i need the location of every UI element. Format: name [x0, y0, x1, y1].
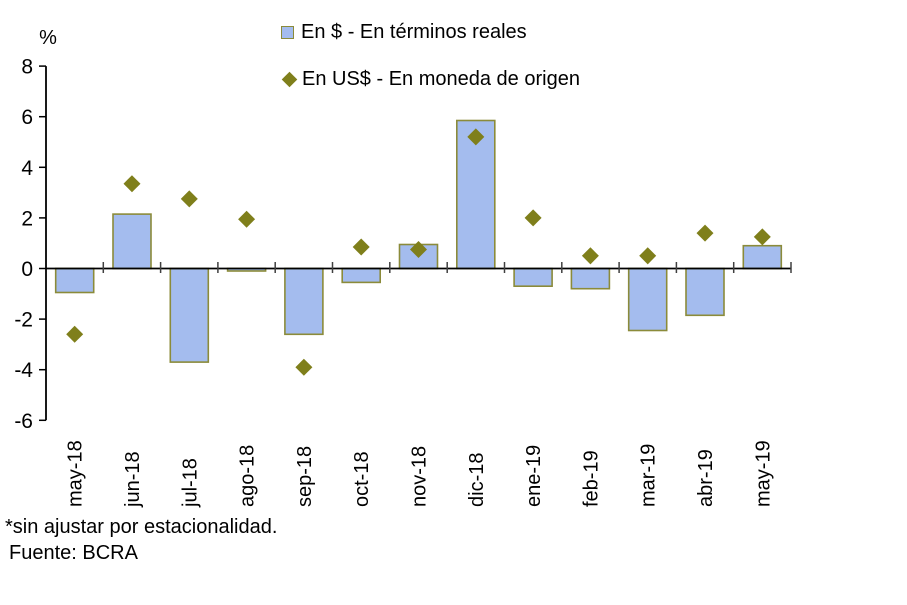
x-tick-label-abr-19: abr-19: [695, 449, 717, 507]
bar-jun-18: [112, 213, 152, 270]
chart-legend: En $ - En términos reales En US$ - En mo…: [281, 20, 580, 114]
diamond-jul-18: [180, 190, 198, 208]
x-tick-label-feb-19: feb-19: [580, 450, 602, 507]
bar-oct-18: [341, 267, 382, 284]
y-tick-label: 8: [21, 56, 33, 79]
y-tick-label: -6: [14, 410, 33, 433]
diamond-sep-18: [295, 358, 313, 376]
x-tick-label-jul-18: jul-18: [179, 458, 201, 508]
bar-series-marker-icon: [281, 26, 294, 39]
x-tick-label-mar-19: mar-19: [638, 444, 660, 507]
diamond-mar-19: [639, 247, 657, 265]
y-tick-label: 0: [21, 258, 33, 281]
bar-ene-19: [513, 267, 553, 288]
y-tick-label: 6: [21, 106, 33, 129]
diamond-oct-18: [352, 238, 370, 256]
diamond-dic-18: [467, 128, 485, 146]
y-tick-label: -4: [14, 359, 33, 382]
footnote-source: Fuente: BCRA: [9, 542, 138, 564]
legend-item-diamonds: En US$ - En moneda de origen: [281, 67, 580, 92]
bar-mar-19: [627, 267, 668, 332]
x-tick-label-ago-18: ago-18: [237, 445, 259, 507]
x-tick-label-ene-19: ene-19: [523, 445, 545, 507]
diamond-may-18: [66, 325, 84, 343]
bar-jul-18: [169, 267, 210, 363]
x-tick-label-dic-18: dic-18: [466, 453, 488, 507]
bar-abr-19: [685, 267, 725, 317]
y-tick-label: -2: [14, 309, 33, 332]
x-tick-label-may-19: may-19: [752, 440, 774, 507]
bar-sep-18: [284, 267, 324, 336]
x-tick-label-nov-18: nov-18: [409, 446, 431, 507]
y-axis-unit-label: %: [39, 27, 57, 49]
diamond-jun-18: [123, 175, 141, 193]
bar-feb-19: [570, 267, 611, 290]
diamond-feb-19: [581, 247, 599, 265]
legend-label-bars: En $ - En términos reales: [301, 21, 527, 43]
x-tick-label-oct-18: oct-18: [351, 451, 373, 507]
diamond-series-marker-icon: [281, 71, 298, 88]
diamond-nov-18: [410, 241, 427, 258]
x-tick-label-jun-18: jun-18: [122, 451, 144, 508]
diamond-may-19: [753, 228, 771, 246]
legend-label-diamonds: En US$ - En moneda de origen: [302, 68, 580, 90]
y-tick-label: 4: [21, 157, 33, 180]
legend-item-bars: En $ - En términos reales: [281, 20, 580, 45]
diamond-abr-19: [696, 224, 714, 242]
diamond-ago-18: [238, 210, 256, 228]
x-tick-label-may-18: may-18: [65, 440, 87, 507]
footnote-seasonality: *sin ajustar por estacionalidad.: [5, 516, 278, 538]
diamond-shape: [281, 71, 298, 88]
bar-may-18: [54, 267, 95, 294]
y-tick-label: 2: [21, 207, 33, 230]
bar-may-19: [742, 244, 783, 270]
x-tick-label-sep-18: sep-18: [294, 446, 316, 507]
diamond-ene-19: [524, 209, 542, 227]
